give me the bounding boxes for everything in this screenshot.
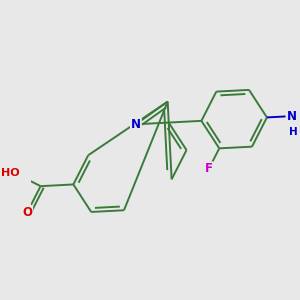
Text: HO: HO: [1, 168, 19, 178]
Text: O: O: [22, 206, 32, 219]
Text: N: N: [131, 118, 141, 131]
Text: H: H: [289, 127, 298, 137]
Text: N: N: [286, 110, 296, 123]
Text: F: F: [205, 162, 213, 175]
